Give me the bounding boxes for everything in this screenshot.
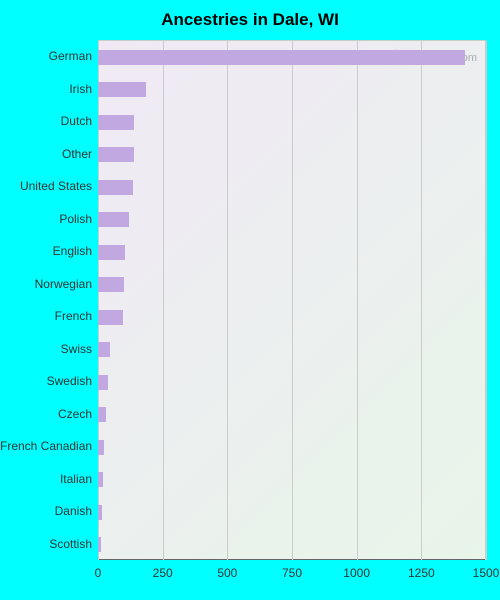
y-tick-label: Swedish — [0, 374, 92, 388]
y-tick-label: Polish — [0, 212, 92, 226]
y-tick-label: German — [0, 49, 92, 63]
y-tick-label: Italian — [0, 472, 92, 486]
chart-title: Ancestries in Dale, WI — [0, 10, 500, 30]
bar — [98, 342, 110, 357]
bar — [98, 147, 134, 162]
bar — [98, 245, 125, 260]
bar — [98, 407, 106, 422]
bar — [98, 440, 104, 455]
gridline — [227, 41, 228, 560]
y-tick-label: Dutch — [0, 114, 92, 128]
y-tick-label: Irish — [0, 82, 92, 96]
page: Ancestries in Dale, WI City-Data.com 0 25… — [0, 0, 500, 600]
x-tick-label: 500 — [217, 566, 237, 580]
y-tick-label: Other — [0, 147, 92, 161]
bar — [98, 115, 134, 130]
bar — [98, 505, 102, 520]
x-tick-label: 250 — [153, 566, 173, 580]
gridline — [357, 41, 358, 560]
bar — [98, 375, 108, 390]
y-tick-label: Scottish — [0, 537, 92, 551]
y-tick-label: Swiss — [0, 342, 92, 356]
bar — [98, 310, 123, 325]
gridline — [421, 41, 422, 560]
gridline — [163, 41, 164, 560]
y-tick-label: Norwegian — [0, 277, 92, 291]
x-tick-label: 750 — [282, 566, 302, 580]
y-tick-label: United States — [0, 179, 92, 193]
x-tick-label: 1500 — [473, 566, 500, 580]
y-tick-label: English — [0, 244, 92, 258]
bar — [98, 537, 101, 552]
bar — [98, 212, 129, 227]
x-tick-label: 1000 — [343, 566, 370, 580]
y-tick-label: Danish — [0, 504, 92, 518]
x-tick-label: 1250 — [408, 566, 435, 580]
bar — [98, 277, 124, 292]
y-tick-label: French — [0, 309, 92, 323]
plot-area: City-Data.com — [98, 40, 486, 560]
bar — [98, 472, 103, 487]
x-tick-label: 0 — [95, 566, 102, 580]
gridline — [292, 41, 293, 560]
bar — [98, 50, 465, 65]
bar — [98, 180, 133, 195]
bar — [98, 82, 146, 97]
gridline — [486, 41, 487, 560]
y-tick-label: Czech — [0, 407, 92, 421]
y-tick-label: French Canadian — [0, 439, 92, 453]
